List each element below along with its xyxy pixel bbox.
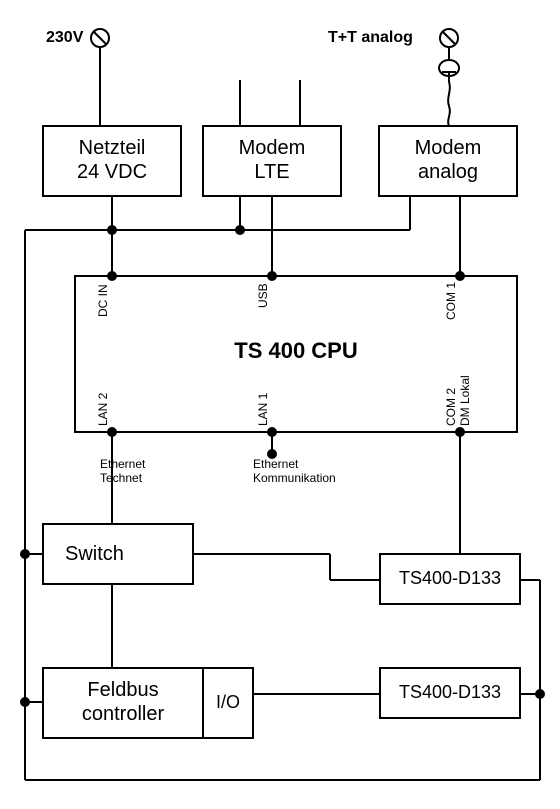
port-lan2-label: LAN 2	[96, 392, 110, 426]
modem-analog-line1: Modem	[415, 137, 482, 159]
mains-label: 230V	[46, 29, 84, 46]
technet-line1: Ethernet	[100, 457, 146, 471]
modem-lte-line2: LTE	[254, 161, 289, 183]
port-dcin-label: DC IN	[96, 284, 110, 317]
io-label: I/O	[216, 692, 240, 712]
modem-lte-line1: Modem	[239, 137, 306, 159]
io-box: I/O	[203, 668, 253, 738]
switch-label: Switch	[65, 543, 124, 565]
port-com2-label1: DM Lokal	[458, 375, 472, 426]
d133-a-label: TS400-D133	[399, 568, 501, 588]
psu-line1: Netzteil	[79, 137, 146, 159]
port-com1-label: COM 1	[444, 282, 458, 320]
switch-box: Switch	[43, 524, 193, 584]
komm-line2: Kommunikation	[253, 471, 336, 485]
technet-line2: Technet	[100, 471, 143, 485]
psu-line2: 24 VDC	[77, 161, 147, 183]
modem-analog-line2: analog	[418, 161, 478, 183]
fieldbus-line1: Feldbus	[87, 679, 158, 701]
d133-a-box: TS400-D133	[380, 554, 520, 604]
fieldbus-line2: controller	[82, 703, 165, 725]
mains-connector: 230V	[46, 29, 109, 126]
port-usb-label: USB	[256, 283, 270, 308]
lte-antenna	[240, 80, 300, 126]
d133-b-label: TS400-D133	[399, 682, 501, 702]
modem-analog-box: Modem analog	[379, 126, 517, 196]
analog-connector: T+T analog	[328, 29, 459, 126]
port-com2-label2: COM 2	[444, 388, 458, 426]
komm-line1: Ethernet	[253, 457, 299, 471]
psu-box: Netzteil 24 VDC	[43, 126, 181, 196]
analog-label: T+T analog	[328, 29, 413, 46]
modem-lte-box: Modem LTE	[203, 126, 341, 196]
cpu-box: TS 400 CPU DC IN USB COM 1 LAN 2 LAN 1 C…	[75, 276, 517, 432]
d133-b-box: TS400-D133	[380, 668, 520, 718]
cpu-title: TS 400 CPU	[234, 338, 358, 363]
port-lan1-label: LAN 1	[256, 392, 270, 426]
fieldbus-box: Feldbus controller	[43, 668, 203, 738]
